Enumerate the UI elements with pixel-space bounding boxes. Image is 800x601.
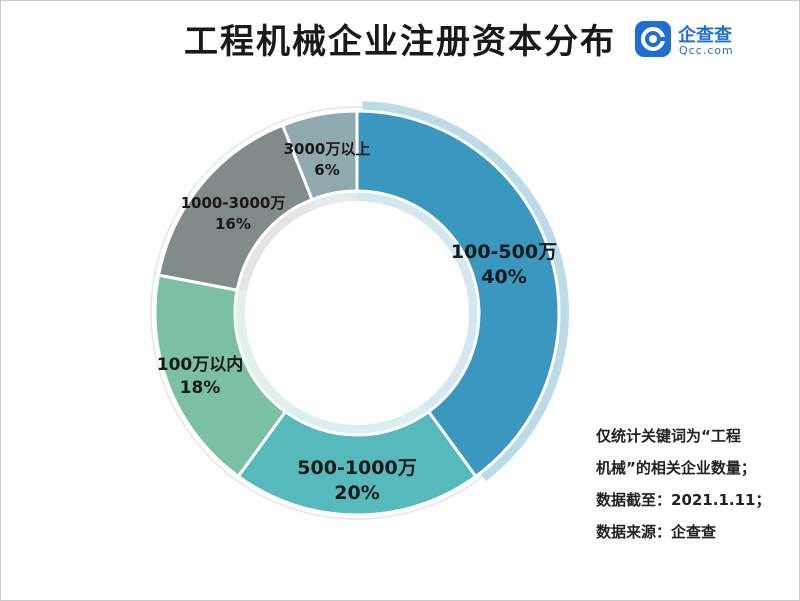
label-category-1000-3000: 1000-3000万 [181,194,286,212]
donut-slices [153,109,561,517]
donut-labels: 100-500万 40% 500-1000万 20% 100万以内 18% 1000-300… [157,140,557,504]
note-line-1: 仅统计关键词为“工程 [596,427,741,445]
slice-100-500 [355,109,561,479]
label-category-100-500: 100-500万 [451,241,557,263]
logo-text-cn: 企查查 [678,25,732,46]
label-category-500-1000: 500-1000万 [297,457,416,479]
qcc-logo: 企查查 Qcc.com [634,20,754,60]
note-line-2: 机械”的相关企业数量； [596,459,756,477]
slice-inner-shadow [357,189,481,414]
label-value-over-3000: 6% [314,161,339,179]
label-value-100-500: 40% [481,266,526,288]
note-line-3: 数据截至：2021.1.11； [596,491,771,509]
label-value-500-1000: 20% [334,482,379,504]
slice-500-1000 [236,409,478,517]
label-category-under-100: 100万以内 [157,354,244,375]
slice-under-100 [153,273,288,479]
label-value-under-100: 18% [180,378,221,398]
slice-inner-shadow [235,197,316,293]
logo-text-en: Qcc.com [679,44,734,57]
note-line-4: 数据来源：企查查 [596,523,717,541]
slice-over-3000 [280,109,359,202]
chart-title: 工程机械企业注册资本分布 [184,22,616,62]
qcc-logo-icon [635,21,671,57]
source-notes: 仅统计关键词为“工程 机械”的相关企业数量； 数据截至：2021.1.11； 数… [596,420,796,548]
label-category-over-3000: 3000万以上 [284,140,371,158]
label-value-1000-3000: 16% [215,215,251,233]
